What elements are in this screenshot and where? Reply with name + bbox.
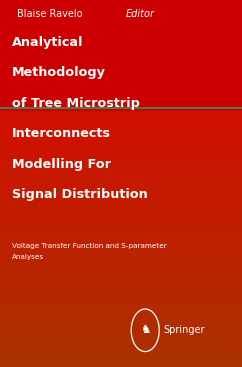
Text: Editor: Editor — [126, 8, 155, 18]
Bar — [0, 116, 242, 120]
Bar — [0, 350, 242, 354]
Bar — [0, 341, 242, 345]
Bar — [0, 235, 242, 239]
Text: Blaise Ravelo: Blaise Ravelo — [17, 8, 83, 18]
Bar — [0, 299, 242, 303]
Bar — [0, 270, 242, 274]
Bar — [0, 203, 242, 206]
Bar — [0, 305, 242, 309]
Bar — [0, 174, 242, 178]
Bar — [0, 324, 242, 328]
Text: Voltage Transfer Function and S-parameter: Voltage Transfer Function and S-paramete… — [12, 243, 167, 249]
Bar — [0, 199, 242, 203]
Bar — [0, 337, 242, 341]
Bar — [0, 276, 242, 280]
Bar — [0, 308, 242, 312]
Bar — [0, 109, 242, 113]
Bar — [0, 180, 242, 184]
Bar — [0, 167, 242, 171]
Bar — [0, 177, 242, 181]
Bar — [0, 212, 242, 216]
Bar — [0, 215, 242, 219]
Bar — [0, 315, 242, 319]
Bar — [0, 289, 242, 293]
Bar — [0, 154, 242, 158]
Bar — [0, 126, 242, 130]
Bar — [0, 113, 242, 117]
Bar — [0, 280, 242, 283]
Bar — [0, 331, 242, 335]
Text: Springer: Springer — [163, 325, 205, 335]
Bar — [0, 228, 242, 232]
Bar — [0, 318, 242, 322]
Bar — [0, 119, 242, 123]
Bar — [0, 296, 242, 299]
Bar — [0, 186, 242, 190]
Bar — [0, 312, 242, 316]
Text: Signal Distribution: Signal Distribution — [12, 188, 148, 201]
Bar — [0, 286, 242, 290]
Bar — [0, 206, 242, 210]
Bar — [0, 138, 242, 142]
Bar — [0, 219, 242, 222]
Bar — [0, 164, 242, 168]
Text: of Tree Microstrip: of Tree Microstrip — [12, 97, 140, 110]
Bar — [0, 264, 242, 268]
Bar — [0, 161, 242, 165]
Bar — [0, 190, 242, 194]
Text: Analyses: Analyses — [12, 254, 44, 260]
Bar — [0, 353, 242, 357]
Text: Interconnects: Interconnects — [12, 127, 111, 140]
Bar — [0, 251, 242, 255]
Bar — [0, 292, 242, 297]
Bar — [0, 357, 242, 360]
Bar — [0, 347, 242, 351]
Bar — [0, 132, 242, 136]
Bar — [0, 222, 242, 226]
Bar — [0, 273, 242, 277]
Bar — [0, 363, 242, 367]
Bar — [0, 238, 242, 242]
Bar — [0, 260, 242, 264]
Bar — [0, 209, 242, 213]
Bar — [0, 344, 242, 348]
Bar — [0, 135, 242, 139]
Bar — [0, 257, 242, 261]
Bar — [0, 302, 242, 306]
Bar — [0, 183, 242, 187]
Bar — [0, 170, 242, 174]
Bar — [0, 283, 242, 287]
Bar — [0, 0, 242, 110]
Bar — [0, 321, 242, 325]
Bar — [0, 151, 242, 155]
Bar — [0, 254, 242, 258]
Bar — [0, 267, 242, 271]
Text: Modelling For: Modelling For — [12, 158, 111, 171]
Bar — [0, 232, 242, 235]
Bar — [0, 244, 242, 248]
Bar — [0, 241, 242, 245]
Bar — [0, 225, 242, 229]
Bar — [0, 360, 242, 364]
Bar — [0, 157, 242, 161]
Bar — [0, 196, 242, 200]
Bar — [0, 334, 242, 338]
Bar — [0, 141, 242, 145]
Bar — [0, 193, 242, 197]
Bar — [0, 145, 242, 149]
Bar — [0, 247, 242, 251]
Bar — [0, 122, 242, 126]
Text: Methodology: Methodology — [12, 66, 106, 79]
Text: Analytical: Analytical — [12, 36, 83, 49]
Bar — [0, 328, 242, 332]
Bar — [0, 129, 242, 132]
Text: ♞: ♞ — [140, 323, 151, 336]
Bar — [0, 148, 242, 152]
